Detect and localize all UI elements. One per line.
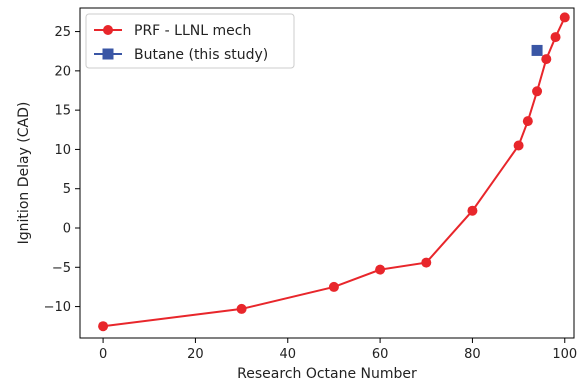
data-point-s0-5 xyxy=(467,205,478,216)
y-tick-label--5: −5 xyxy=(52,261,71,276)
x-tick-label-0: 0 xyxy=(99,347,107,362)
data-point-s0-2 xyxy=(328,281,339,292)
x-tick-label-20: 20 xyxy=(187,347,204,362)
y-tick-label--10: −10 xyxy=(44,300,71,315)
legend: PRF - LLNL mech Butane (this study) xyxy=(85,13,295,69)
x-tick-label-100: 100 xyxy=(552,347,577,362)
data-point-s0-7 xyxy=(522,116,533,127)
y-tick-label-15: 15 xyxy=(54,104,71,119)
data-point-s0-9 xyxy=(541,54,552,65)
legend-box xyxy=(85,13,295,69)
y-tick-label-20: 20 xyxy=(54,64,71,79)
series-layer xyxy=(98,12,570,332)
x-tick-label-60: 60 xyxy=(372,347,389,362)
data-point-s0-3 xyxy=(375,264,386,275)
data-point-s0-11 xyxy=(559,12,570,23)
legend-label-prf: PRF - LLNL mech xyxy=(134,23,251,39)
x-tick-label-80: 80 xyxy=(464,347,481,362)
axis-ticks: 0 20 40 60 80 100 −10 −5 0 5 10 15 20 25 xyxy=(44,25,578,362)
x-axis-label: Research Octane Number xyxy=(237,366,417,382)
y-tick-label-10: 10 xyxy=(54,143,71,158)
data-point-s1-0 xyxy=(531,44,543,56)
legend-marker-butane xyxy=(102,48,114,60)
data-point-s0-6 xyxy=(513,140,524,151)
y-tick-label-5: 5 xyxy=(63,182,71,197)
y-tick-label-0: 0 xyxy=(63,222,71,237)
legend-label-butane: Butane (this study) xyxy=(134,47,268,63)
data-point-s0-4 xyxy=(421,257,432,268)
data-point-s0-0 xyxy=(98,321,109,332)
x-tick-label-40: 40 xyxy=(279,347,296,362)
y-axis-label: Ignition Delay (CAD) xyxy=(16,102,32,245)
data-point-s0-1 xyxy=(236,303,247,314)
data-point-s0-10 xyxy=(550,32,561,43)
y-tick-label-25: 25 xyxy=(54,25,71,40)
data-point-s0-8 xyxy=(532,86,543,97)
legend-marker-prf xyxy=(103,25,113,35)
plot-frame xyxy=(79,7,575,339)
